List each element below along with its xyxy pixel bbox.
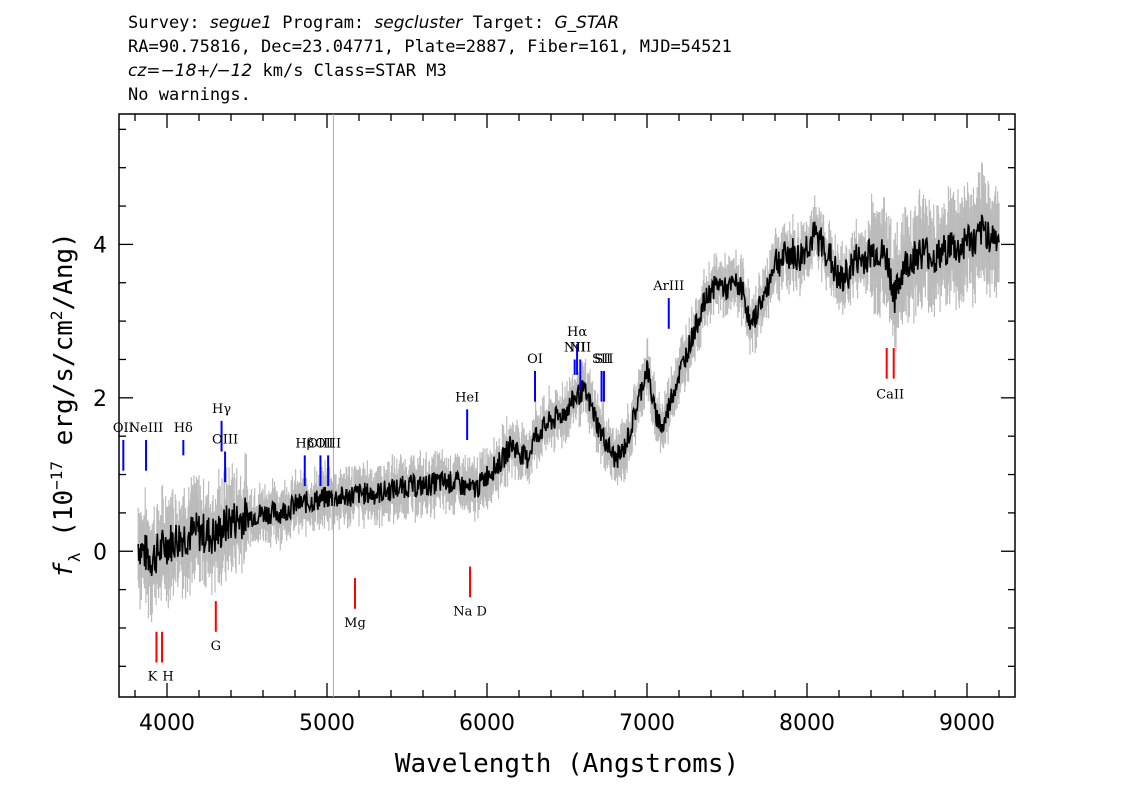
emission-line-label: SII xyxy=(592,352,611,367)
y-axis-symbol: f xyxy=(49,562,79,578)
header-line-warnings: No warnings. xyxy=(128,85,251,105)
y-axis-units-exp2: 2 xyxy=(47,310,66,320)
header-line-survey: Survey: segue1 Program: segcluster Targe… xyxy=(128,12,619,34)
x-tick-label: 8000 xyxy=(779,711,835,736)
x-tick-label: 9000 xyxy=(939,711,995,736)
emission-line-label: Hδ xyxy=(174,421,193,436)
y-axis-symbol-sub: λ xyxy=(65,552,84,562)
absorption-line-label: CaII xyxy=(876,388,904,403)
error-band xyxy=(137,162,1000,623)
y-axis-units-c: /Ang) xyxy=(49,232,79,310)
axis-ticks: 4000 5000 6000 7000 8000 9000 0 2 4 xyxy=(93,114,1015,736)
y-axis-title: fλ (10−17 erg/s/cm2/Ang) xyxy=(47,232,84,578)
y-tick-label: 0 xyxy=(93,540,107,565)
error-bars xyxy=(137,162,1000,623)
header-line-coords: RA=90.75816, Dec=23.04771, Plate=2887, F… xyxy=(128,37,732,57)
x-tick-label: 4000 xyxy=(139,711,195,736)
program-value: segcluster xyxy=(374,13,463,33)
y-tick-label: 2 xyxy=(93,387,107,412)
emission-line-label: NeIII xyxy=(129,421,163,436)
emission-line-label: OI xyxy=(527,352,543,367)
absorption-line-label: Na D xyxy=(453,604,487,619)
emission-line-label: OIII xyxy=(212,433,238,448)
absorption-line-label: G xyxy=(211,639,221,654)
program-label: Program: xyxy=(272,13,375,33)
emission-line-label: HeI xyxy=(455,390,479,405)
emission-line-label: NII xyxy=(564,340,586,355)
survey-label: Survey: xyxy=(128,13,210,33)
emission-line-label: SII xyxy=(594,352,613,367)
emission-line-label: Hγ xyxy=(212,402,231,417)
header-line-cz: cz=−18+/−12 km/s Class=STAR M3 xyxy=(128,60,447,82)
survey-value: segue1 xyxy=(209,13,273,33)
absorption-line-label: Mg xyxy=(344,616,366,631)
cz-value: cz=−18+/−12 xyxy=(128,61,253,81)
target-value: G_STAR xyxy=(554,13,620,33)
flux-series xyxy=(137,214,1000,577)
absorption-line-label: H xyxy=(162,669,173,684)
plot-frame xyxy=(118,113,1016,698)
y-tick-label: 4 xyxy=(93,233,107,258)
emission-line-label: NII xyxy=(569,340,591,355)
emission-line-label: Hα xyxy=(567,325,587,340)
emission-line-label: OII xyxy=(113,421,134,436)
emission-line-label: ArIII xyxy=(652,279,684,294)
target-label: Target: xyxy=(462,13,555,33)
x-axis-title: Wavelength (Angstroms) xyxy=(395,749,739,779)
emission-line-label: Hβ xyxy=(295,436,314,451)
x-tick-label: 7000 xyxy=(619,711,675,736)
absorption-line-label: K xyxy=(148,669,158,684)
y-axis-units-exp: −17 xyxy=(47,461,66,490)
x-tick-label: 5000 xyxy=(299,711,355,736)
emission-line-label: OIII xyxy=(307,436,333,451)
y-axis-units-a: (10 xyxy=(49,490,79,553)
y-axis-units-b: erg/s/cm xyxy=(49,320,79,461)
x-tick-label: 6000 xyxy=(459,711,515,736)
flux-line xyxy=(137,214,1000,577)
cz-class: km/s Class=STAR M3 xyxy=(252,61,447,81)
emission-line-label: OIII xyxy=(315,436,341,451)
